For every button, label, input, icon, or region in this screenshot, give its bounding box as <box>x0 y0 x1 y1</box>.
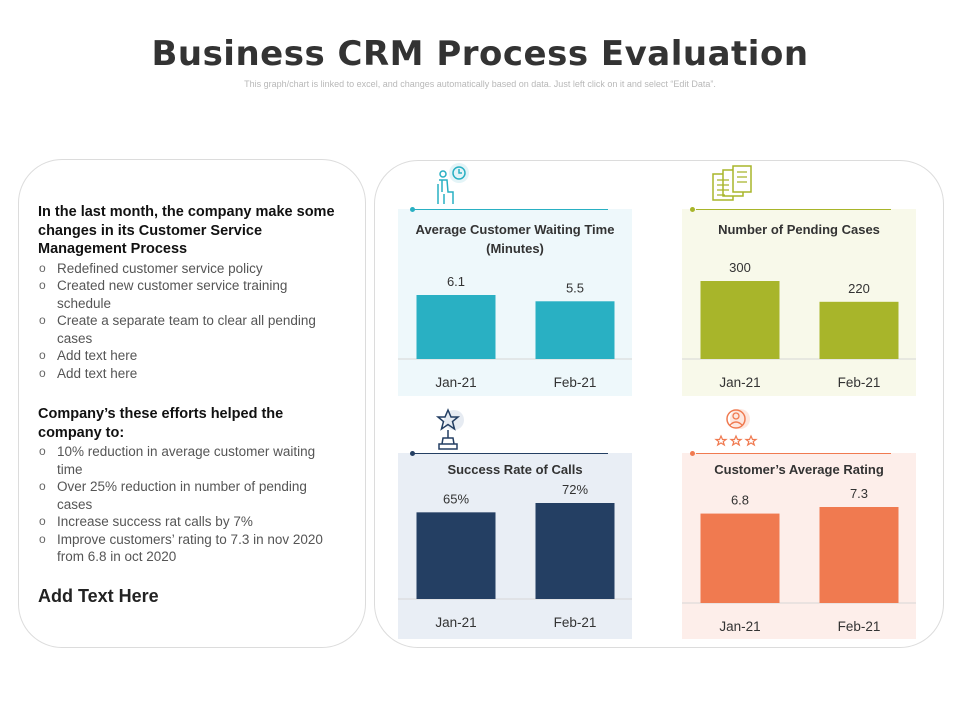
summary-heading-1: In the last month, the company make some… <box>38 204 335 257</box>
list-item: Increase success rat calls by 7% <box>38 513 338 531</box>
x-tick-label: Jan-21 <box>435 375 476 390</box>
bar <box>416 295 496 359</box>
data-label: 7.3 <box>850 486 868 501</box>
chart-success-rate: Success Rate of Calls 65% Jan-21 72% Feb-21 <box>398 453 632 639</box>
data-label: 72% <box>562 482 588 497</box>
list-item: Create a separate team to clear all pend… <box>38 312 338 347</box>
bar <box>535 503 615 599</box>
user-rating-icon <box>712 406 760 457</box>
add-text-here: Add Text Here <box>38 586 159 606</box>
list-item: Improve customers’ rating to 7.3 in nov … <box>38 531 338 566</box>
summary-section-2: Company’s these efforts helped the compa… <box>38 405 338 566</box>
summary-list-2: 10% reduction in average customer waitin… <box>38 443 338 566</box>
chart-plot: 65% Jan-21 72% Feb-21 <box>398 482 632 630</box>
clock-person-icon <box>430 160 474 213</box>
documents-icon <box>709 164 755 211</box>
bar <box>819 301 899 359</box>
trophy-icon <box>432 406 472 457</box>
data-label: 5.5 <box>566 280 584 295</box>
list-item: Add text here <box>38 347 338 365</box>
page-subtitle: This graph/chart is linked to excel, and… <box>244 79 716 89</box>
summary-heading-2: Company’s these efforts helped the compa… <box>38 406 284 441</box>
accent-line <box>696 453 891 454</box>
page-title: Business CRM Process Evaluation <box>151 34 809 74</box>
chart-waiting-time: Average Customer Waiting Time (Minutes) … <box>398 209 632 396</box>
data-label: 6.1 <box>447 274 465 289</box>
bar <box>819 507 899 603</box>
accent-dot <box>690 451 695 456</box>
chart-pending-cases: Number of Pending Cases 300 Jan-21 220 Feb-… <box>682 209 916 396</box>
x-tick-label: Jan-21 <box>719 619 760 634</box>
accent-dot <box>690 207 695 212</box>
chart-title: Number of Pending Cases <box>718 222 880 237</box>
accent-line <box>413 209 608 210</box>
list-item: 10% reduction in average customer waitin… <box>38 443 338 478</box>
accent-dot <box>410 207 415 212</box>
data-label: 220 <box>848 281 870 296</box>
list-item: Redefined customer service policy <box>38 260 338 278</box>
summary-panel <box>18 159 366 648</box>
data-label: 300 <box>729 260 751 275</box>
accent-line <box>696 209 891 210</box>
bar <box>700 281 780 359</box>
x-tick-label: Feb-21 <box>554 615 597 630</box>
data-label: 6.8 <box>731 493 749 508</box>
chart-title: Customer’s Average Rating <box>714 462 884 477</box>
accent-line <box>413 453 608 454</box>
data-label: 65% <box>443 491 469 506</box>
chart-title: Success Rate of Calls <box>447 462 583 477</box>
chart-average-rating: Customer’s Average Rating 6.8 Jan-21 7.3 Fe… <box>682 453 916 639</box>
x-tick-label: Feb-21 <box>554 375 597 390</box>
list-item: Add text here <box>38 365 338 383</box>
list-item: Over 25% reduction in number of pending … <box>38 478 338 513</box>
accent-dot <box>410 451 415 456</box>
bar <box>535 301 615 359</box>
x-tick-label: Feb-21 <box>838 619 881 634</box>
bar <box>416 512 496 599</box>
x-tick-label: Jan-21 <box>435 615 476 630</box>
chart-plot: 6.1 Jan-21 5.5 Feb-21 <box>398 274 632 390</box>
chart-plot: 300 Jan-21 220 Feb-21 <box>682 260 916 390</box>
bar <box>700 513 780 603</box>
list-item: Created new customer service training sc… <box>38 277 338 312</box>
x-tick-label: Feb-21 <box>838 375 881 390</box>
chart-plot: 6.8 Jan-21 7.3 Feb-21 <box>682 486 916 634</box>
summary-list-1: Redefined customer service policy Create… <box>38 260 338 383</box>
chart-title: Average Customer Waiting Time (Minutes) <box>415 222 615 256</box>
summary-section-1: In the last month, the company make some… <box>38 203 338 382</box>
x-tick-label: Jan-21 <box>719 375 760 390</box>
